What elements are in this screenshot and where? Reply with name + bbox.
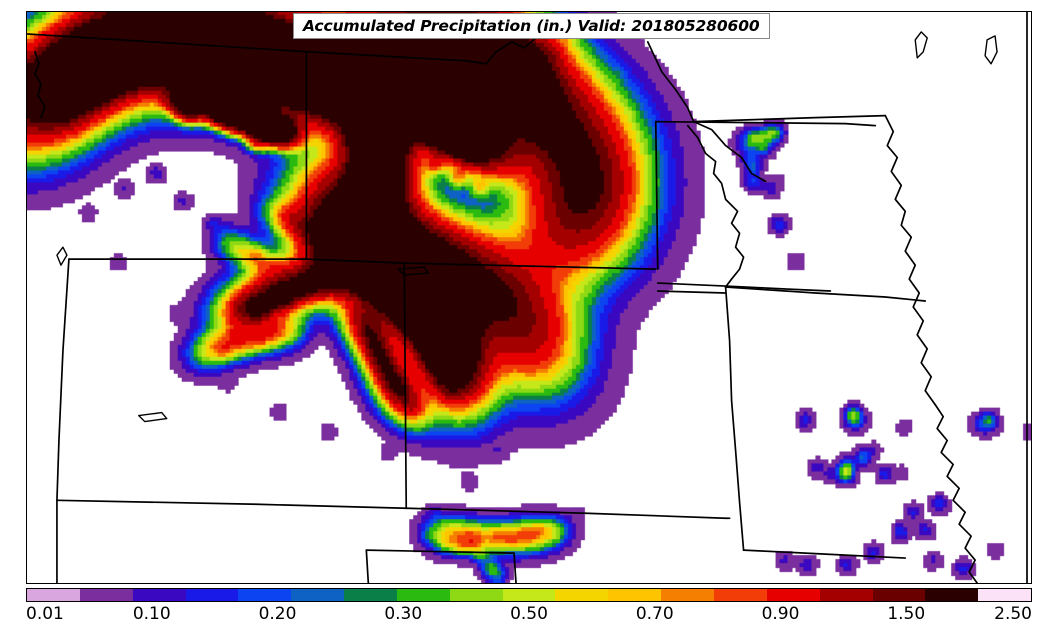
- colorbar-segment: [396, 589, 450, 601]
- map-plot-area: [26, 11, 1032, 584]
- colorbar-segment: [502, 589, 556, 601]
- colorbar-segment: [713, 589, 767, 601]
- colorbar-segment: [449, 589, 503, 601]
- colorbar-segment: [185, 589, 239, 601]
- page-title: Accumulated Precipitation (in.) Valid: 2…: [303, 17, 760, 35]
- colorbar-tick-label: 0.30: [384, 604, 423, 624]
- colorbar-segment: [872, 589, 926, 601]
- colorbar: 0.01 0.10 0.20 0.30 0.50 0.70 0.90 1.50 2.50: [26, 588, 1032, 630]
- colorbar-segment: [238, 589, 292, 601]
- colorbar-segment: [978, 589, 1032, 601]
- colorbar-strip: [26, 588, 1032, 602]
- colorbar-segment: [291, 589, 345, 601]
- colorbar-segment: [27, 589, 80, 601]
- colorbar-tick-label: 0.01: [26, 604, 64, 624]
- colorbar-tick-label: 2.50: [994, 604, 1032, 624]
- colorbar-segment: [555, 589, 609, 601]
- colorbar-segment: [344, 589, 397, 601]
- colorbar-segment: [925, 589, 979, 601]
- colorbar-segment: [661, 589, 714, 601]
- colorbar-tick-label: 0.50: [510, 604, 548, 624]
- colorbar-tick-labels: 0.01 0.10 0.20 0.30 0.50 0.70 0.90 1.50 2.50: [26, 604, 1032, 630]
- colorbar-tick-label: 0.90: [761, 604, 800, 624]
- plot-title-box: Accumulated Precipitation (in.) Valid: 2…: [293, 13, 770, 39]
- colorbar-tick-label: 1.50: [887, 604, 926, 624]
- colorbar-segment: [608, 589, 662, 601]
- colorbar-segment: [79, 589, 133, 601]
- colorbar-tick-label: 0.70: [635, 604, 674, 624]
- colorbar-segment: [819, 589, 873, 601]
- colorbar-segment: [132, 589, 186, 601]
- precipitation-field: [27, 12, 1031, 583]
- colorbar-tick-label: 0.20: [258, 604, 297, 624]
- colorbar-segment: [766, 589, 820, 601]
- colorbar-tick-label: 0.10: [132, 604, 171, 624]
